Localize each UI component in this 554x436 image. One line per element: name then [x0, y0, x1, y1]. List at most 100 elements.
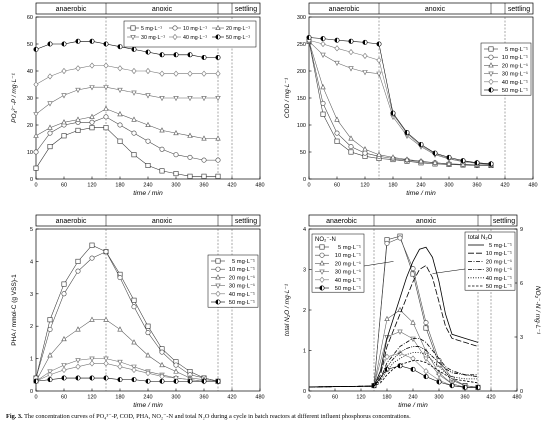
phase-label-anoxic: anoxic — [425, 6, 446, 13]
marker-diamond — [173, 70, 179, 77]
legend-label: 30 mg·L⁻¹ — [229, 284, 255, 290]
marker-diamond — [423, 368, 429, 375]
marker-triangle — [410, 319, 416, 325]
y-axis-label: COD / mg·L⁻¹ — [284, 77, 291, 118]
marker-triangle — [215, 24, 221, 31]
y-tick-label: 20 — [27, 123, 33, 129]
marker-half-fill — [173, 379, 176, 384]
no2-series — [371, 233, 481, 390]
marker-square — [348, 149, 354, 155]
series-line — [308, 39, 492, 165]
x-tick-label: 60 — [61, 395, 67, 401]
x-tick-label: 120 — [87, 395, 96, 401]
y-tick-label: 50 — [300, 150, 306, 156]
series-line — [308, 41, 492, 166]
x-axis-label: time / min — [133, 402, 163, 409]
marker-square — [145, 163, 151, 169]
marker-triangle — [159, 127, 165, 133]
phase-label-settling: settling — [235, 218, 257, 225]
marker-triangle-down — [334, 60, 340, 67]
marker-triangle — [145, 352, 151, 358]
marker-circle — [145, 330, 151, 336]
marker-square — [423, 325, 429, 331]
marker-half-fill — [319, 285, 322, 291]
phase-label-anaerobic: anaerobic — [326, 218, 357, 225]
marker-square — [159, 168, 165, 174]
marker-triangle-down — [103, 85, 109, 91]
marker-diamond — [145, 67, 151, 75]
series — [306, 39, 494, 168]
marker-circle — [201, 157, 207, 163]
marker-square — [75, 258, 81, 264]
marker-circle — [33, 149, 39, 155]
marker-triangle — [145, 121, 151, 127]
marker-diamond — [159, 70, 165, 77]
marker-diamond — [75, 363, 81, 370]
marker-triangle — [117, 111, 123, 117]
marker-half-fill — [103, 375, 106, 381]
marker-diamond — [75, 65, 81, 72]
x-tick-label: 120 — [87, 183, 96, 189]
marker-half-fill — [33, 47, 36, 52]
marker-square — [117, 138, 123, 144]
x-tick-label: 0 — [307, 395, 310, 401]
legend-label: 20 mg·L⁻¹ — [502, 63, 528, 69]
phase-label-settling: settling — [493, 218, 515, 225]
legend-label: 5 mg·L⁻¹ — [505, 47, 528, 53]
marker-half-fill — [117, 44, 120, 49]
legend-label: 50 mg·L⁻¹ — [229, 300, 255, 306]
marker-triangle-down — [348, 66, 354, 72]
series — [33, 125, 221, 179]
marker-half-fill — [423, 374, 426, 379]
marker-triangle — [75, 326, 81, 332]
marker-circle — [117, 275, 123, 281]
marker-half-fill — [390, 110, 393, 116]
marker-triangle-down — [75, 87, 81, 94]
y-tick-label: 200 — [297, 69, 306, 75]
marker-diamond — [117, 363, 123, 370]
legend-label: 5 mg·L⁻¹ — [338, 245, 361, 251]
legend-label: 30 mg·L⁻¹ — [335, 270, 361, 276]
marker-triangle-down — [320, 52, 326, 58]
marker-circle — [159, 146, 165, 152]
marker-half-fill — [215, 379, 218, 384]
marker-half-fill — [75, 375, 78, 381]
marker-circle — [187, 154, 193, 160]
n2o-series-line — [308, 246, 479, 388]
marker-circle — [397, 235, 403, 241]
phase-label-anaerobic: anaerobic — [329, 6, 360, 13]
phase-header: anaerobic anoxic settling — [35, 214, 261, 227]
legend-frame — [123, 20, 257, 48]
marker-half-fill — [334, 38, 337, 43]
marker-square — [89, 242, 95, 248]
marker-circle — [320, 100, 326, 106]
marker-triangle-down — [117, 87, 123, 94]
series — [33, 62, 221, 88]
marker-circle — [131, 304, 137, 310]
x-axis-label: time / min — [406, 190, 436, 197]
phase-label-anaerobic: anaerobic — [56, 218, 87, 225]
marker-half-fill — [404, 130, 407, 135]
marker-square — [488, 46, 494, 52]
series — [33, 38, 221, 60]
y-tick-label: 4 — [303, 227, 306, 233]
marker-half-fill — [75, 39, 78, 44]
series — [33, 105, 221, 141]
marker-triangle-down — [61, 93, 67, 99]
marker-triangle — [432, 159, 438, 165]
marker-half-fill — [47, 377, 50, 382]
marker-half-fill — [418, 142, 421, 147]
marker-triangle-down — [89, 85, 95, 91]
y-axis-label: PHA / mmol-C (g VSS)-1 — [11, 274, 18, 346]
y-tick-label: 150 — [297, 96, 306, 102]
marker-triangle — [334, 116, 340, 122]
marker-triangle — [404, 156, 410, 162]
marker-triangle-down — [397, 329, 403, 335]
marker-triangle-down — [423, 356, 429, 362]
x-tick-label: 420 — [227, 183, 236, 189]
series — [33, 375, 221, 384]
marker-triangle — [131, 339, 137, 345]
marker-half-fill — [47, 41, 50, 47]
y-axis-label: PO₄³⁻-P / mg·L⁻¹ — [11, 72, 18, 123]
